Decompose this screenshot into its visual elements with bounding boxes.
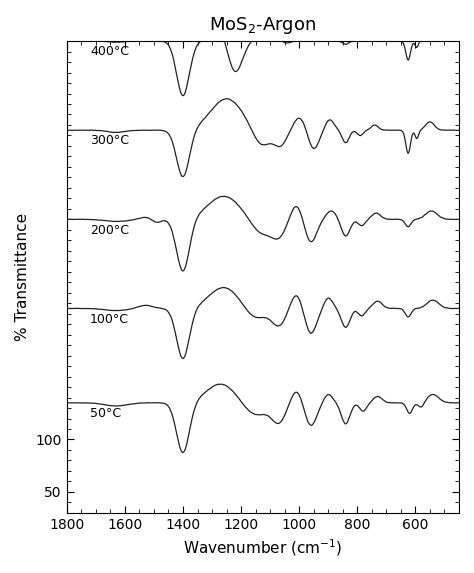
Title: MoS$_2$-Argon: MoS$_2$-Argon: [210, 15, 317, 36]
Y-axis label: % Transmittance: % Transmittance: [15, 213, 30, 341]
X-axis label: Wavenumber (cm$^{-1}$): Wavenumber (cm$^{-1}$): [183, 537, 343, 558]
Text: 400°C: 400°C: [90, 45, 129, 58]
Text: 50°C: 50°C: [90, 407, 121, 420]
Text: 100°C: 100°C: [90, 313, 129, 325]
Text: 300°C: 300°C: [90, 135, 129, 147]
Text: 200°C: 200°C: [90, 223, 129, 237]
